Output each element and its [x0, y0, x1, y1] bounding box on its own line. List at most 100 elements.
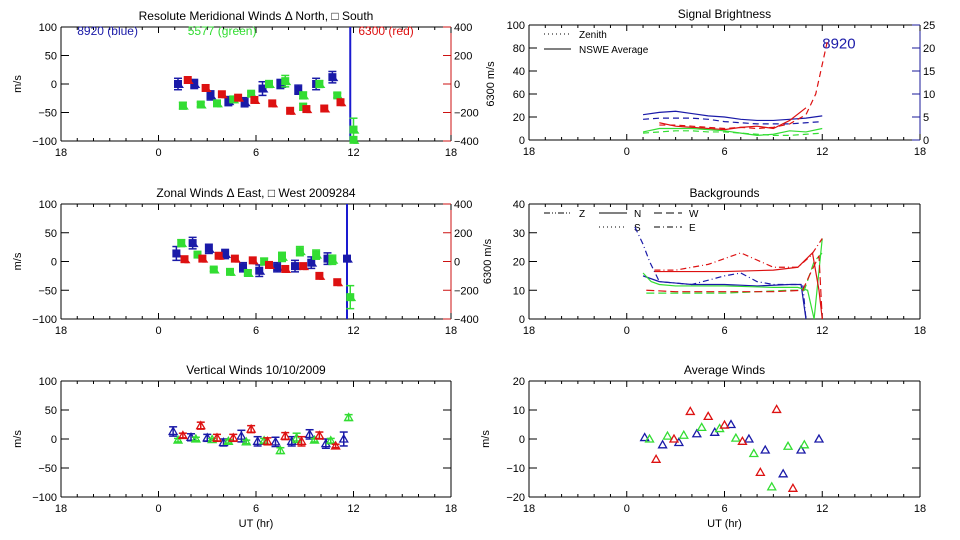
data-point-green	[696, 422, 707, 432]
y-right-tick-label: 25	[923, 20, 935, 32]
triangle-marker	[299, 248, 306, 256]
triangle-marker	[795, 444, 807, 454]
data-point-blue	[273, 261, 284, 273]
x-tick-label: 6	[253, 325, 259, 337]
y-tick-label: 40	[513, 66, 525, 78]
triangle-marker	[177, 430, 188, 440]
data-point-red	[268, 99, 279, 108]
data-point-green	[281, 74, 292, 88]
data-point-green	[782, 440, 794, 450]
data-point-blue	[252, 435, 263, 447]
triangle-marker	[194, 81, 201, 88]
triangle-marker	[343, 412, 354, 422]
y-axis-label: m/s	[12, 430, 24, 448]
triangle-marker	[304, 429, 315, 439]
triangle-marker	[778, 468, 789, 478]
data-point-blue	[174, 77, 184, 91]
data-point-green	[190, 433, 201, 443]
data-point-blue	[172, 245, 183, 262]
y-tick-label: 0	[519, 314, 525, 326]
data-point-blue	[270, 436, 281, 448]
data-point-blue	[813, 433, 825, 443]
triangle-marker	[696, 422, 707, 432]
data-point-blue	[760, 444, 771, 454]
triangle-marker	[314, 430, 325, 440]
triangle-marker	[668, 433, 680, 443]
data-point-red	[195, 420, 206, 430]
data-point-green	[209, 265, 220, 274]
legend-label: W	[689, 209, 699, 220]
data-point-blue	[338, 431, 349, 447]
triangle-marker	[678, 429, 689, 439]
triangle-marker	[296, 436, 307, 445]
annotation-label: 6300 (red)	[358, 24, 413, 38]
series-line-red	[654, 251, 823, 320]
y-tick-label: 50	[45, 405, 57, 417]
triangle-marker	[330, 440, 341, 450]
triangle-marker	[184, 256, 191, 264]
triangle-marker	[177, 81, 184, 88]
triangle-marker	[275, 445, 286, 455]
triangle-marker	[303, 92, 310, 100]
triangle-marker	[319, 81, 326, 88]
y-right-tick-label: 0	[923, 135, 929, 147]
series-line-blue	[634, 226, 807, 320]
triangle-marker	[200, 101, 207, 109]
y-axis-label: m/s	[12, 252, 24, 270]
triangle-marker	[719, 419, 730, 429]
triangle-marker	[211, 432, 223, 442]
triangle-marker	[192, 240, 199, 248]
x-tick-label: 0	[624, 146, 630, 158]
triangle-marker	[685, 406, 696, 416]
y-tick-label: −100	[32, 136, 57, 148]
x-tick-label: 18	[445, 147, 457, 159]
triangle-marker	[277, 264, 284, 272]
y-tick-label: 100	[39, 22, 57, 34]
data-point-red	[201, 83, 212, 92]
triangle-marker	[290, 108, 297, 115]
y-tick-label: 10	[513, 405, 525, 417]
data-point-red	[320, 104, 331, 113]
triangle-marker	[228, 432, 239, 442]
data-point-red	[250, 95, 261, 104]
annotation-label: 8920 (blue)	[77, 24, 138, 38]
legend-label: NSWE Average	[579, 45, 649, 56]
triangle-marker	[337, 279, 344, 287]
triangle-marker	[218, 253, 225, 260]
triangle-marker	[799, 439, 810, 449]
data-point-red	[281, 264, 292, 273]
y-tick-label: −50	[38, 463, 57, 475]
y-axis-label: m/s	[12, 75, 24, 93]
triangle-marker	[252, 257, 259, 265]
data-point-red	[650, 453, 662, 463]
triangle-marker	[236, 430, 247, 440]
triangle-marker	[662, 430, 673, 440]
triangle-marker	[272, 100, 279, 108]
data-point-blue	[188, 236, 199, 250]
y-tick-label: 100	[39, 199, 57, 211]
triangle-marker	[176, 250, 183, 258]
triangle-marker	[650, 453, 662, 463]
y-tick-label: 50	[45, 228, 57, 240]
triangle-marker	[346, 255, 353, 263]
y-tick-label: 20	[513, 376, 525, 388]
data-point-green	[226, 267, 236, 276]
data-point-red	[668, 433, 680, 443]
data-point-blue	[657, 439, 668, 449]
y-tick-label: 100	[39, 376, 57, 388]
y-tick-label: 50	[45, 51, 57, 63]
data-point-red	[336, 98, 347, 107]
x-tick-label: 6	[721, 503, 727, 515]
triangle-marker	[691, 428, 702, 438]
series-line-blue	[642, 275, 807, 320]
series-line-green	[642, 127, 823, 137]
triangle-marker	[737, 436, 748, 445]
data-point-green	[333, 91, 344, 100]
triangle-marker	[350, 294, 357, 302]
triangle-marker	[813, 433, 825, 443]
triangle-marker	[195, 420, 206, 430]
triangle-marker	[353, 126, 360, 134]
y-right-tick-label: 10	[923, 89, 935, 101]
